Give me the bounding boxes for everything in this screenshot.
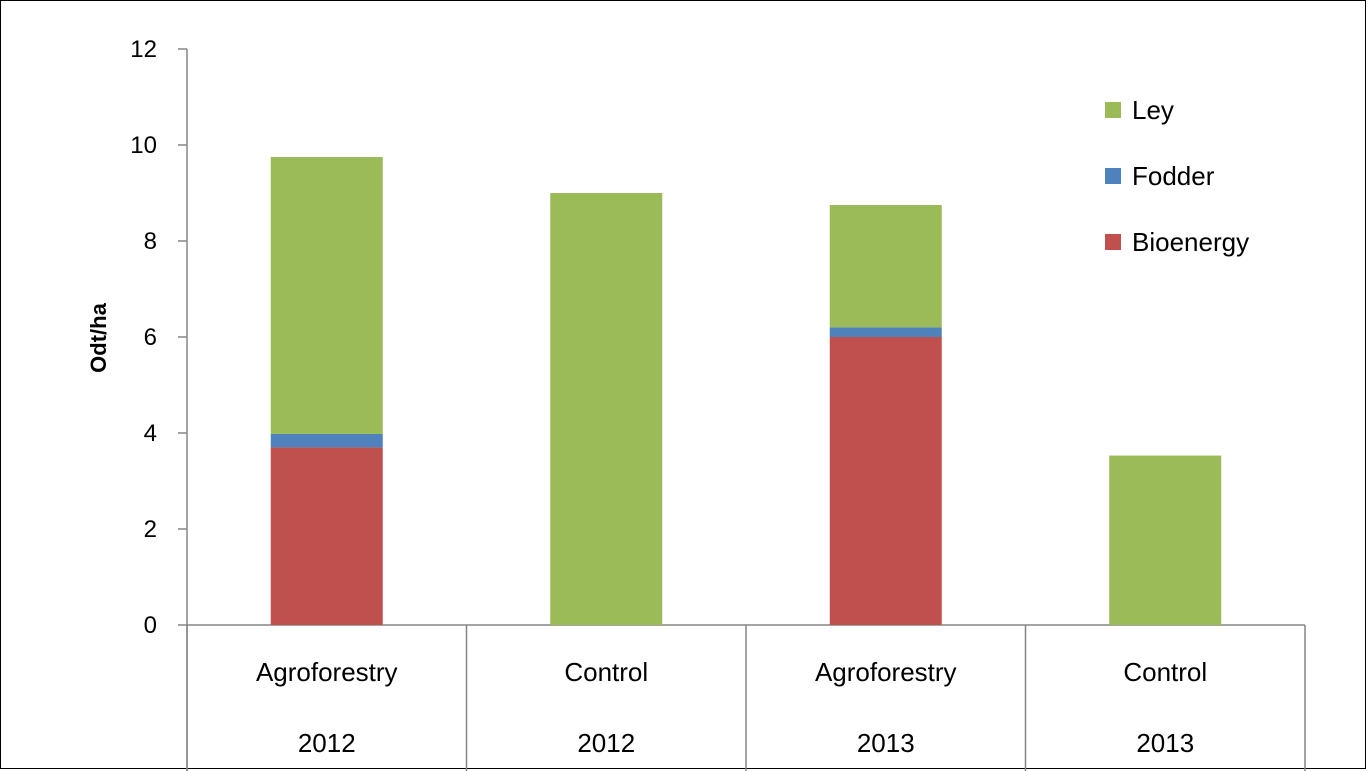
y-tick-label: 10 <box>130 132 157 159</box>
legend-swatch-bioenergy <box>1105 234 1121 250</box>
y-tick-label: 2 <box>144 516 157 543</box>
category-label: Agroforestry <box>256 657 398 687</box>
labels: 0 2 4 6 8 10 12 Agroforestry 2012 Control 2012 Agro… <box>130 36 1207 758</box>
legend: Ley Fodder Bioenergy <box>1105 95 1249 257</box>
y-tick-label: 12 <box>130 36 157 63</box>
y-tick-label: 0 <box>144 612 157 639</box>
bar-ley-2 <box>550 193 663 625</box>
category-year-label: 2013 <box>857 728 915 758</box>
legend-label-fodder: Fodder <box>1132 161 1215 191</box>
y-tick-label: 4 <box>144 420 157 447</box>
bars <box>270 157 1222 625</box>
category-label: Control <box>564 657 648 687</box>
category-label: Control <box>1123 657 1207 687</box>
y-axis-label: Odt/ha <box>86 302 111 372</box>
legend-label-bioenergy: Bioenergy <box>1132 227 1249 257</box>
legend-swatch-fodder <box>1105 168 1121 184</box>
bar-bioenergy-3 <box>829 337 942 625</box>
y-tick-label: 6 <box>144 324 157 351</box>
category-label: Agroforestry <box>815 657 957 687</box>
category-year-label: 2013 <box>1136 728 1194 758</box>
legend-swatch-ley <box>1105 102 1121 118</box>
bar-bioenergy-1 <box>270 447 383 625</box>
category-year-label: 2012 <box>298 728 356 758</box>
category-year-label: 2012 <box>577 728 635 758</box>
bar-fodder-3 <box>829 327 942 337</box>
y-tick-label: 8 <box>144 228 157 255</box>
bar-fodder-1 <box>270 433 383 448</box>
bar-ley-4 <box>1109 455 1222 625</box>
bar-ley-1 <box>270 157 383 434</box>
bar-ley-3 <box>829 205 942 328</box>
legend-label-ley: Ley <box>1132 95 1174 125</box>
